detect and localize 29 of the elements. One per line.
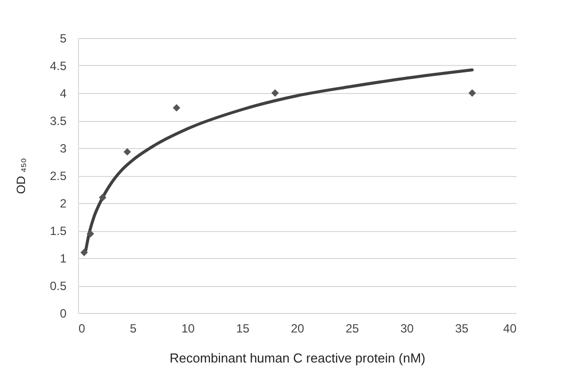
y-tick-label: 2 [60,196,67,210]
x-tick-label: 20 [290,322,304,336]
x-tick-label: 30 [400,322,414,336]
point [468,89,476,97]
y-tick-label: 4.5 [50,59,67,73]
y-tick-label: 3 [60,142,67,156]
y-tick-label: 0 [60,306,67,320]
point [98,194,106,202]
y-tick-label: 2.5 [50,169,67,183]
y-tick-label: 4 [60,86,67,100]
y-tick-label: 3.5 [50,114,67,128]
x-tick-label: 15 [236,322,250,336]
y-tick-label: 1 [60,252,67,266]
x-tick-label: 5 [130,322,137,336]
x-tick-label: 10 [181,322,195,336]
point [86,230,94,238]
x-axis-title: Recombinant human C reactive protein (nM) [170,350,426,366]
x-tick-label: 35 [455,322,469,336]
x-tick-label: 25 [346,322,360,336]
y-tick-label: 0.5 [50,279,67,293]
y-tick-label: 5 [60,32,67,46]
y-tick-label: 1.5 [50,224,67,238]
point [80,248,88,256]
point [172,104,180,112]
y-axis-title: OD ₄₅₀ [14,158,28,194]
x-tick-label: 0 [78,322,86,336]
x-tick-label: 40 [503,322,517,336]
point [124,148,131,156]
point [271,89,279,97]
